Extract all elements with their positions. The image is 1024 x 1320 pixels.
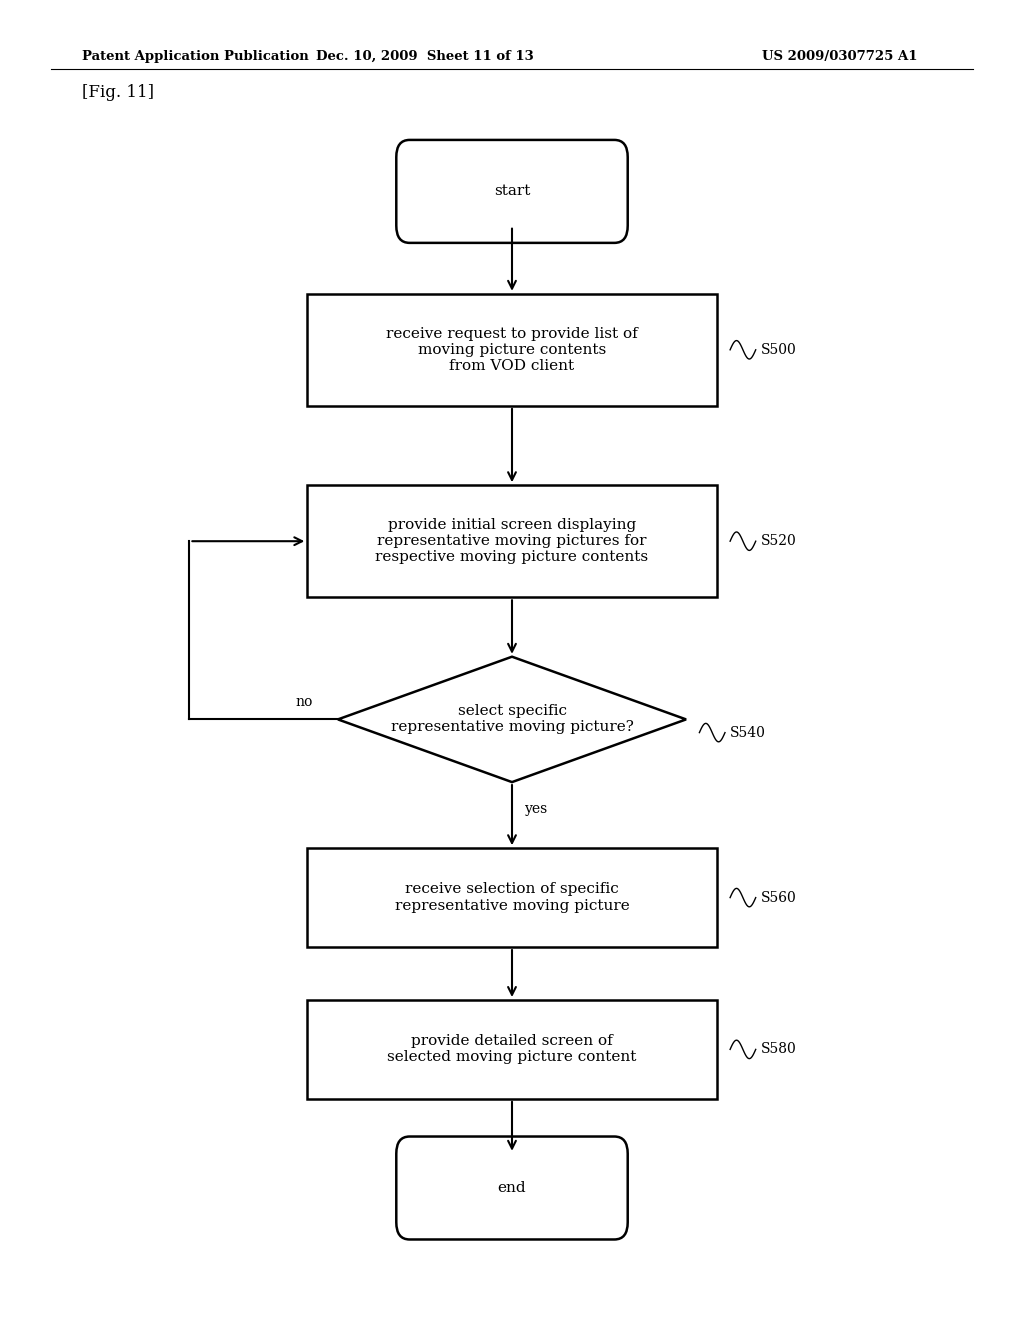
Text: S560: S560 [761, 891, 797, 904]
Text: S500: S500 [761, 343, 797, 356]
Bar [307, 1001, 717, 1098]
Text: provide detailed screen of
selected moving picture content: provide detailed screen of selected movi… [387, 1035, 637, 1064]
FancyBboxPatch shape [396, 1137, 628, 1239]
Text: US 2009/0307725 A1: US 2009/0307725 A1 [762, 50, 918, 63]
Text: S540: S540 [730, 726, 766, 739]
Polygon shape [338, 656, 686, 781]
Text: Patent Application Publication: Patent Application Publication [82, 50, 308, 63]
Text: yes: yes [525, 801, 549, 816]
Text: start: start [494, 185, 530, 198]
Text: S520: S520 [761, 535, 797, 548]
FancyBboxPatch shape [396, 140, 628, 243]
Text: select specific
representative moving picture?: select specific representative moving pi… [390, 705, 634, 734]
Text: receive request to provide list of
moving picture contents
from VOD client: receive request to provide list of movin… [386, 326, 638, 374]
Text: Dec. 10, 2009  Sheet 11 of 13: Dec. 10, 2009 Sheet 11 of 13 [316, 50, 534, 63]
Text: end: end [498, 1181, 526, 1195]
Bar [307, 486, 717, 597]
Bar [307, 847, 717, 948]
Text: receive selection of specific
representative moving picture: receive selection of specific representa… [394, 883, 630, 912]
Text: no: no [295, 696, 312, 709]
Text: provide initial screen displaying
representative moving pictures for
respective : provide initial screen displaying repres… [376, 517, 648, 565]
Bar [307, 294, 717, 407]
Text: S580: S580 [761, 1043, 797, 1056]
Text: [Fig. 11]: [Fig. 11] [82, 84, 154, 100]
